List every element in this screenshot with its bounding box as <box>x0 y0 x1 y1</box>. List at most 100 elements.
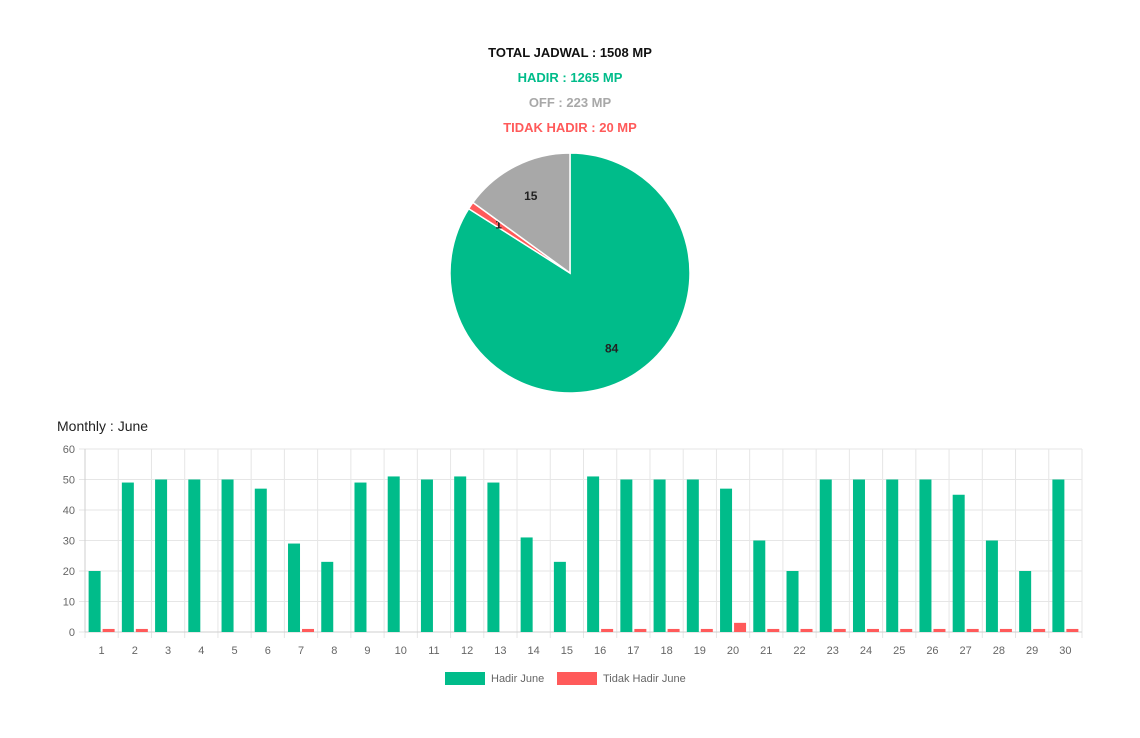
bar-tidak-hadir-16[interactable] <box>601 628 614 632</box>
x-tick-label: 30 <box>1059 645 1071 657</box>
pie-slice-2[interactable] <box>471 152 571 275</box>
x-tick-label: 22 <box>793 645 805 657</box>
bar-hadir-19[interactable] <box>686 479 699 633</box>
bar-tidak-hadir-24[interactable] <box>866 628 879 632</box>
bar-hadir-16[interactable] <box>587 476 600 632</box>
bar-hadir-6[interactable] <box>254 488 267 632</box>
x-tick-label: 13 <box>494 645 506 657</box>
summary-tidak-hadir: TIDAK HADIR : 20 MP <box>503 120 637 135</box>
bar-hadir-2[interactable] <box>121 482 134 632</box>
x-tick-label: 20 <box>727 645 739 657</box>
x-tick-label: 3 <box>165 645 171 657</box>
x-tick-label: 27 <box>960 645 972 657</box>
bar-tidak-hadir-17[interactable] <box>634 628 647 632</box>
y-tick-label: 10 <box>63 597 75 609</box>
x-tick-label: 19 <box>694 645 706 657</box>
legend-label-0[interactable]: Hadir June <box>491 673 544 685</box>
bar-tidak-hadir-26[interactable] <box>933 628 946 632</box>
x-tick-label: 23 <box>827 645 839 657</box>
bar-hadir-23[interactable] <box>819 479 832 633</box>
x-tick-label: 9 <box>364 645 370 657</box>
bar-tidak-hadir-22[interactable] <box>800 628 813 632</box>
y-tick-label: 60 <box>63 444 75 456</box>
pie-slice-label-1: 1 <box>495 217 502 231</box>
bar-hadir-24[interactable] <box>852 479 865 633</box>
bar-hadir-8[interactable] <box>321 561 334 632</box>
bar-tidak-hadir-7[interactable] <box>302 628 315 632</box>
bar-tidak-hadir-29[interactable] <box>1033 628 1046 632</box>
x-tick-label: 18 <box>660 645 672 657</box>
bar-hadir-30[interactable] <box>1052 479 1065 633</box>
x-tick-label: 1 <box>99 645 105 657</box>
legend-swatch-1[interactable] <box>557 672 597 685</box>
bar-hadir-20[interactable] <box>720 488 733 632</box>
x-tick-label: 5 <box>231 645 237 657</box>
x-tick-label: 24 <box>860 645 872 657</box>
x-tick-label: 25 <box>893 645 905 657</box>
bar-hadir-22[interactable] <box>786 571 799 632</box>
bar-tidak-hadir-19[interactable] <box>700 628 713 632</box>
summary-off: OFF : 223 MP <box>528 95 612 110</box>
x-tick-label: 4 <box>198 645 204 657</box>
bar-hadir-27[interactable] <box>952 494 965 632</box>
x-tick-label: 14 <box>528 645 540 657</box>
x-tick-label: 8 <box>331 645 337 657</box>
bar-hadir-29[interactable] <box>1019 571 1032 632</box>
x-tick-label: 6 <box>265 645 271 657</box>
bar-tidak-hadir-28[interactable] <box>999 628 1012 632</box>
attendance-pie-chart: 84 1 15 <box>449 152 691 394</box>
y-tick-label: 50 <box>63 475 75 487</box>
bar-hadir-1[interactable] <box>88 571 101 632</box>
bar-hadir-17[interactable] <box>620 479 633 633</box>
bar-tidak-hadir-21[interactable] <box>767 628 780 632</box>
summary-total: TOTAL JADWAL : 1508 MP <box>488 45 652 60</box>
bar-tidak-hadir-18[interactable] <box>667 628 680 632</box>
bar-hadir-14[interactable] <box>520 537 533 632</box>
bar-hadir-25[interactable] <box>886 479 899 633</box>
x-tick-label: 2 <box>132 645 138 657</box>
x-tick-label: 10 <box>395 645 407 657</box>
x-tick-label: 7 <box>298 645 304 657</box>
bar-hadir-5[interactable] <box>221 479 234 633</box>
bar-hadir-15[interactable] <box>553 561 566 632</box>
bar-hadir-7[interactable] <box>288 543 301 632</box>
bar-chart-title: Monthly : June <box>57 418 149 434</box>
y-tick-label: 0 <box>69 627 75 639</box>
bar-tidak-hadir-30[interactable] <box>1066 628 1079 632</box>
x-tick-label: 15 <box>561 645 573 657</box>
bar-hadir-21[interactable] <box>753 540 766 633</box>
y-tick-label: 40 <box>63 505 75 517</box>
bar-tidak-hadir-23[interactable] <box>833 628 846 632</box>
x-tick-label: 17 <box>627 645 639 657</box>
y-tick-label: 30 <box>63 536 75 548</box>
bar-hadir-12[interactable] <box>454 476 467 632</box>
bar-tidak-hadir-20[interactable] <box>734 622 747 632</box>
x-tick-label: 29 <box>1026 645 1038 657</box>
x-tick-label: 26 <box>926 645 938 657</box>
bar-hadir-4[interactable] <box>188 479 201 633</box>
bar-tidak-hadir-25[interactable] <box>900 628 913 632</box>
bar-hadir-11[interactable] <box>420 479 433 633</box>
x-tick-label: 21 <box>760 645 772 657</box>
bar-tidak-hadir-2[interactable] <box>135 628 148 632</box>
bar-tidak-hadir-1[interactable] <box>102 628 115 632</box>
pie-slice-label-2: 15 <box>524 189 538 203</box>
x-tick-label: 12 <box>461 645 473 657</box>
bar-hadir-3[interactable] <box>155 479 168 633</box>
bar-hadir-28[interactable] <box>985 540 998 633</box>
bar-hadir-26[interactable] <box>919 479 932 633</box>
x-tick-label: 28 <box>993 645 1005 657</box>
y-tick-label: 20 <box>63 566 75 578</box>
bar-tidak-hadir-27[interactable] <box>966 628 979 632</box>
bar-hadir-10[interactable] <box>387 476 400 632</box>
summary-hadir: HADIR : 1265 MP <box>517 70 623 85</box>
x-tick-label: 11 <box>428 645 439 657</box>
bar-hadir-18[interactable] <box>653 479 666 633</box>
pie-slice-label-0: 84 <box>605 342 619 356</box>
bar-hadir-13[interactable] <box>487 482 500 632</box>
bar-hadir-9[interactable] <box>354 482 367 632</box>
x-tick-label: 16 <box>594 645 606 657</box>
legend-swatch-0[interactable] <box>445 672 485 685</box>
legend-label-1[interactable]: Tidak Hadir June <box>603 673 686 685</box>
